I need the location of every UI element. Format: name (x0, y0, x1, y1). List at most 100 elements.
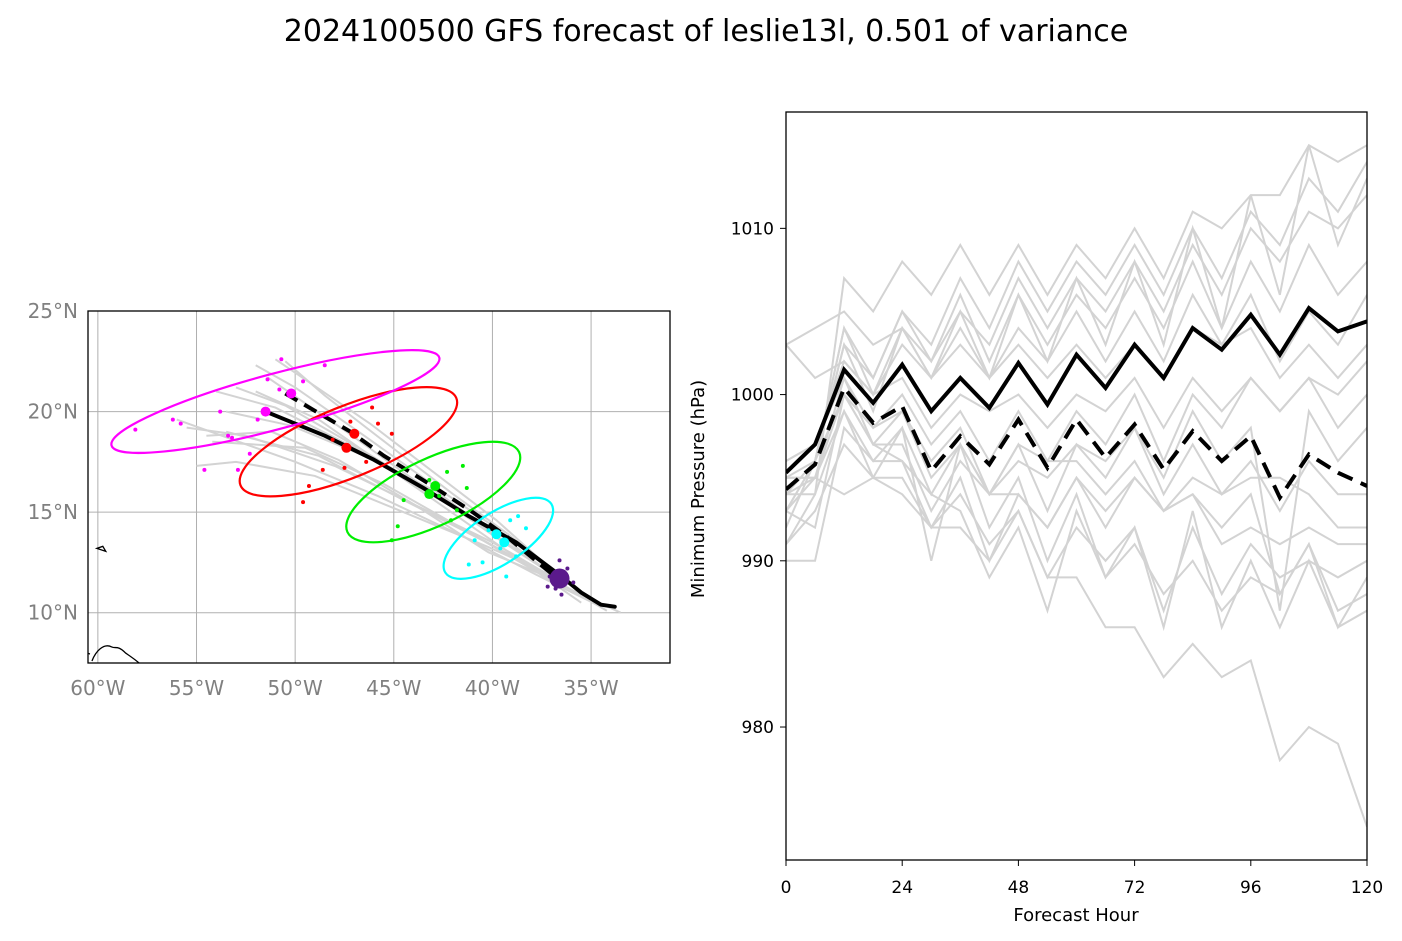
south-america-coast (91, 645, 141, 663)
member-position-h0 (545, 584, 550, 589)
map-x-tick-labels: 60°W 55°W 50°W 45°W 40°W 35°W (70, 676, 619, 700)
map-frame (87, 310, 671, 664)
ensemble-track-line (196, 460, 564, 582)
member-position-h48 (395, 524, 400, 529)
member-position-h96 (170, 417, 175, 422)
member-position-h96 (255, 417, 260, 422)
lon-tick-label: 45°W (366, 676, 421, 700)
figure-title: 2024100500 GFS forecast of leslie13l, 0.… (284, 14, 1128, 49)
member-position-h48 (427, 477, 432, 482)
ensemble-track-line (235, 386, 565, 582)
uncertainty-ellipse-h24 (442, 496, 555, 580)
member-position-h48 (437, 494, 442, 499)
member-pressure-line (786, 144, 1367, 512)
lon-tick-label: 40°W (465, 676, 520, 700)
x-tick-label: 0 (781, 878, 792, 898)
member-pressure-line (786, 425, 1367, 632)
member-position-h96 (178, 421, 183, 426)
member-pressure-line (786, 408, 1367, 828)
member-pressure-line (786, 475, 1367, 630)
uncertainty-ellipse-h72 (238, 386, 459, 498)
member-position-h24 (466, 562, 471, 567)
member-position-h72 (330, 437, 335, 442)
member-position-h96 (235, 467, 240, 472)
uncertainty-ellipses (110, 349, 555, 580)
member-position-h48 (464, 486, 469, 491)
member-position-h24 (472, 538, 477, 543)
mean-position-h72 (341, 442, 352, 453)
lat-tick-label: 25°N (28, 299, 78, 323)
member-position-h24 (498, 546, 503, 551)
member-pressure-line (786, 310, 1367, 380)
control-position-h96 (286, 388, 297, 399)
member-position-h96 (301, 379, 306, 384)
member-pressure-line (786, 242, 1367, 495)
y-tick-label: 990 (742, 552, 774, 572)
member-position-h96 (322, 363, 327, 368)
member-position-h0 (559, 592, 564, 597)
member-position-h72 (306, 483, 311, 488)
map-y-tick-labels: 25°N 20°N 15°N 10°N (28, 299, 78, 625)
member-position-h48 (445, 469, 450, 474)
mean-control-pressure-lines (786, 305, 1367, 502)
pressure-plot-area (786, 143, 1367, 828)
ensemble-track-line (176, 418, 602, 608)
member-position-h48 (454, 508, 459, 513)
control-pressure-line (786, 384, 1367, 502)
uncertainty-ellipse-h48 (345, 440, 522, 544)
x-axis-label: Forecast Hour (1013, 905, 1139, 926)
lat-tick-label: 15°N (28, 500, 78, 524)
coastline (88, 545, 141, 663)
member-position-h72 (348, 419, 353, 424)
control-position-h72 (349, 428, 360, 439)
control-position-h48 (430, 480, 441, 491)
x-tick-label: 96 (1240, 878, 1262, 898)
member-position-h72 (389, 431, 394, 436)
x-tick-label: 72 (1124, 878, 1146, 898)
member-position-h72 (364, 459, 369, 464)
member-position-h96 (226, 433, 231, 438)
member-position-h0 (565, 566, 570, 571)
member-position-h48 (401, 498, 406, 503)
y-tick-label: 1000 (731, 386, 774, 406)
y-axis-label: Minimum Pressure (hPa) (688, 380, 709, 598)
ensemble-track-line (206, 430, 562, 584)
lon-tick-label: 55°W (169, 676, 224, 700)
pressure-y-ticks: 980 990 1000 1010 (731, 219, 786, 738)
track-map-panel: 60°W 55°W 50°W 45°W 40°W 35°W 25°N 20°N 15°N 10°… (28, 299, 671, 700)
uncertainty-ellipse-h96 (110, 349, 441, 454)
member-pressure-line (786, 143, 1367, 545)
member-position-h24 (486, 528, 491, 533)
member-position-h72 (301, 500, 306, 505)
lon-tick-label: 35°W (563, 676, 618, 700)
member-position-h96 (265, 377, 270, 382)
member-position-h72 (342, 465, 347, 470)
member-position-h72 (370, 405, 375, 410)
member-pressure-line (786, 392, 1367, 529)
member-position-h48 (460, 463, 465, 468)
x-tick-label: 24 (891, 878, 913, 898)
x-tick-label: 48 (1008, 878, 1030, 898)
member-position-h96 (279, 357, 284, 362)
lat-tick-label: 20°N (28, 400, 78, 424)
member-pressure-line (786, 391, 1367, 611)
member-pressure-line (786, 194, 1367, 528)
member-position-h24 (516, 514, 521, 519)
member-position-h96 (247, 451, 252, 456)
mean-pressure-line (786, 305, 1367, 475)
member-position-h96 (230, 435, 235, 440)
member-position-h96 (218, 409, 223, 414)
control-position-h24 (499, 537, 510, 548)
mean-position-h48 (424, 489, 435, 500)
member-position-h72 (320, 467, 325, 472)
member-position-h0 (557, 558, 562, 563)
lon-tick-label: 60°W (70, 676, 125, 700)
member-pressure-line (786, 161, 1367, 512)
mean-position-h24 (491, 529, 502, 540)
member-position-h96 (277, 387, 282, 392)
control-position-h0 (552, 573, 563, 584)
member-position-h24 (508, 518, 513, 523)
pressure-panel: 0 24 48 72 96 120 980 990 1000 1010 Forecast Hou… (688, 111, 1383, 926)
x-tick-label: 120 (1351, 878, 1383, 898)
